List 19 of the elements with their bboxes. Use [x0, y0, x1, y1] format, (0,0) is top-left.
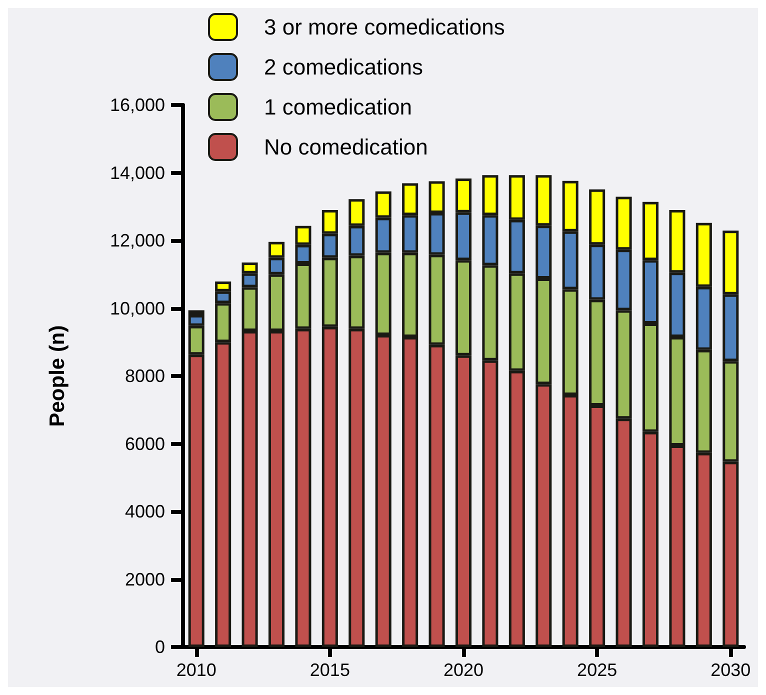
x-tick-label: 2030 — [710, 660, 751, 680]
x-tick-label: 2015 — [310, 660, 350, 680]
legend-label: 2 comedications — [264, 54, 423, 80]
legend-label: 1 comedication — [264, 94, 412, 120]
x-tick-label: 2020 — [443, 660, 484, 680]
y-tick-label: 8000 — [124, 366, 165, 386]
y-tick-label: 14,000 — [110, 162, 165, 183]
x-tick-label: 2025 — [577, 660, 618, 680]
y-tick-label: 10,000 — [110, 298, 165, 318]
y-axis-title: People (n) — [46, 325, 69, 427]
y-tick-label: 0 — [154, 637, 165, 657]
y-tick-label: 16,000 — [110, 95, 165, 115]
legend-label: No comedication — [264, 134, 428, 160]
x-tick-label: 2010 — [176, 660, 216, 680]
y-tick-label: 4000 — [124, 502, 165, 522]
legend-label: 3 or more comedications — [264, 14, 505, 40]
y-tick-label: 12,000 — [110, 230, 165, 250]
y-tick-label: 6000 — [124, 434, 165, 454]
y-tick-label: 2000 — [124, 569, 165, 590]
